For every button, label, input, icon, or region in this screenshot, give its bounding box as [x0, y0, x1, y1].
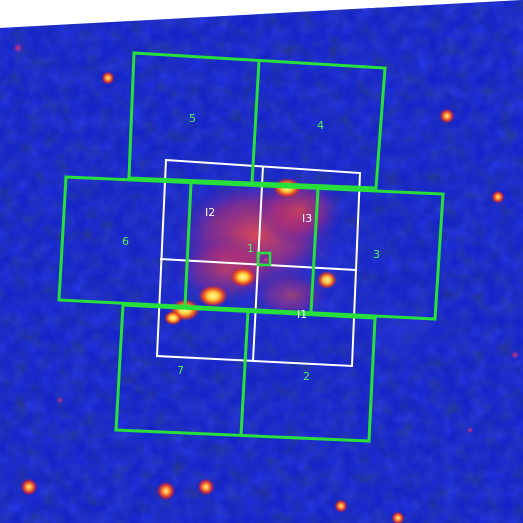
point-source	[197, 478, 215, 496]
hotspot-east	[317, 271, 337, 289]
point-source	[156, 481, 176, 501]
field-label-7: 7	[177, 364, 184, 377]
pointing-fields	[57, 51, 445, 443]
point-source	[56, 396, 64, 404]
hotspot-knot-4	[164, 311, 182, 325]
point-source	[510, 350, 520, 360]
field-label-3: 3	[373, 248, 380, 261]
field-label-5: 5	[189, 112, 196, 125]
field-7-2-outline	[114, 303, 377, 443]
field-7-2-divider	[239, 310, 250, 436]
ccd-label-i3: I3	[302, 212, 312, 225]
field-5-4-divider	[250, 60, 261, 184]
point-source	[391, 511, 405, 523]
ccd-outline	[155, 158, 362, 368]
point-source	[439, 108, 455, 124]
point-source	[20, 478, 38, 496]
hotspot-knot-1	[230, 267, 256, 287]
point-source	[101, 71, 115, 85]
field-row-outline	[57, 175, 445, 321]
hotspot-knot-2	[198, 285, 228, 307]
field-label-4: 4	[317, 119, 324, 132]
field-3-divider	[309, 188, 320, 313]
point-source	[12, 42, 24, 54]
field-5-4-outline	[127, 51, 387, 190]
point-source	[491, 190, 505, 204]
point-source	[466, 426, 474, 434]
field-label-2: 2	[303, 370, 310, 383]
diffuse-emission-east	[330, 270, 470, 390]
center-marker	[256, 251, 272, 267]
field-label-1: 1	[247, 242, 254, 255]
field-label-6: 6	[122, 235, 129, 248]
ccd-label-i2: I2	[205, 206, 215, 219]
field-6-divider	[183, 182, 193, 307]
point-source	[334, 499, 348, 513]
ccd-label-i1: I1	[297, 308, 307, 321]
